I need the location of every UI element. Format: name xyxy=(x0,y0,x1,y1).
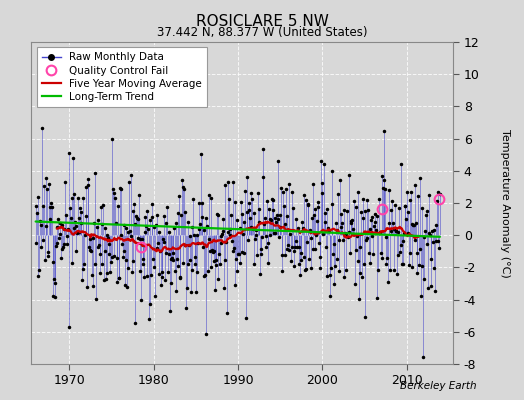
Text: 37.442 N, 88.377 W (United States): 37.442 N, 88.377 W (United States) xyxy=(157,26,367,39)
Text: Berkeley Earth: Berkeley Earth xyxy=(400,381,477,391)
Text: ROSICLARE 5 NW: ROSICLARE 5 NW xyxy=(195,14,329,29)
Legend: Raw Monthly Data, Quality Control Fail, Five Year Moving Average, Long-Term Tren: Raw Monthly Data, Quality Control Fail, … xyxy=(37,47,207,107)
Y-axis label: Temperature Anomaly (°C): Temperature Anomaly (°C) xyxy=(500,129,510,277)
